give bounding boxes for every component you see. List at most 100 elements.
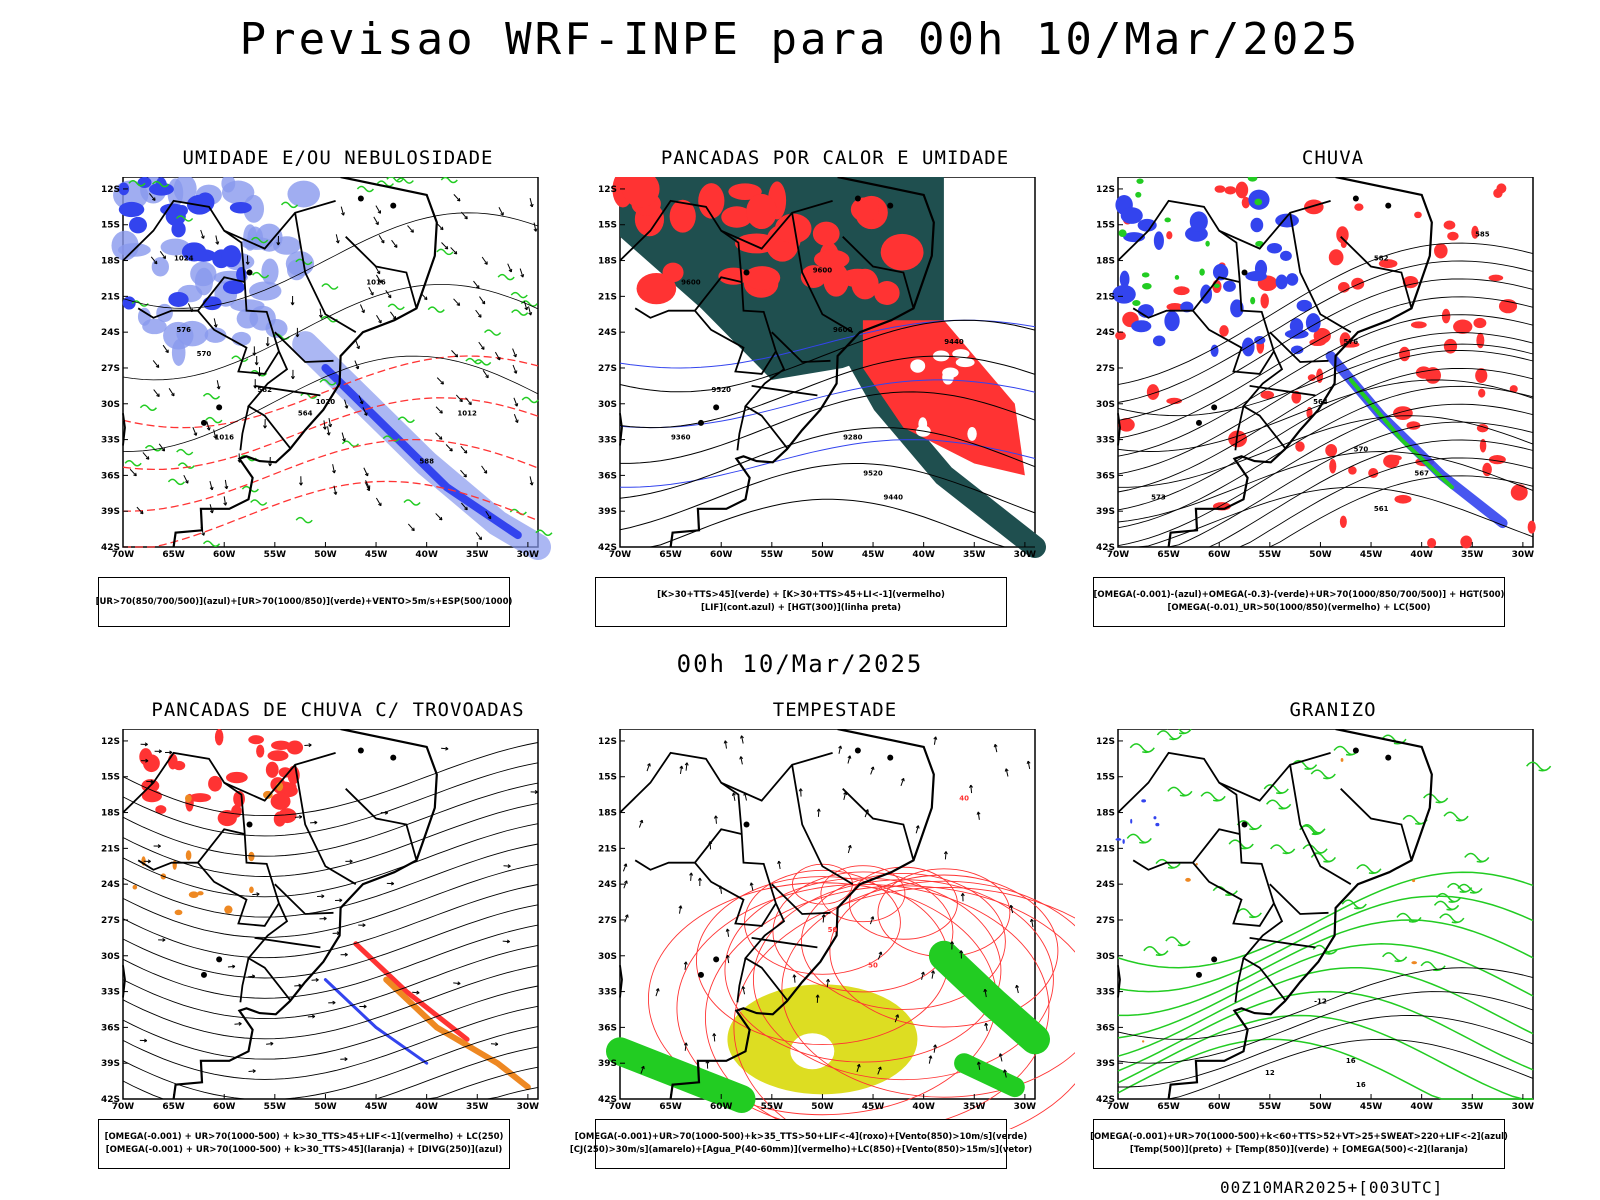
lake-marker: [357, 195, 364, 202]
lat-tick-label: 30S: [101, 400, 120, 410]
rain-area: [1479, 438, 1487, 453]
rain-area: [1443, 338, 1458, 354]
humidity-upper-core-area: [181, 242, 207, 262]
lake-marker: [1211, 956, 1218, 963]
wind-vector: [529, 476, 534, 486]
coastline: [669, 729, 935, 1100]
lat-tick-label: 24S: [598, 880, 617, 890]
rain-area: [1309, 338, 1326, 347]
humidity-upper-area: [204, 327, 227, 343]
panel-legend: [UR>70(850/700/500)](azul)+[UR>70(1000/8…: [96, 577, 512, 627]
lat-tick-label: 21S: [1096, 292, 1115, 302]
rain-area: [1304, 199, 1324, 215]
low-humidity-contour: [128, 179, 146, 187]
rain-area: [1219, 325, 1229, 337]
lon-tick-label: 40W: [912, 1102, 935, 1112]
lon-tick-label: 35W: [1461, 550, 1484, 560]
omega-area: [1180, 301, 1194, 313]
low-humidity-contour: [321, 283, 339, 290]
strong-omega-area: [1136, 178, 1144, 184]
lat-tick-label: 15S: [1096, 773, 1115, 783]
contour-label: 576: [1343, 338, 1358, 346]
streamline-250: [122, 762, 539, 837]
lake-marker: [200, 419, 207, 426]
wind-vector: [263, 419, 268, 429]
wind-vector: [450, 247, 458, 255]
rain-area: [1307, 374, 1316, 381]
country-border: [791, 764, 854, 885]
country-border: [294, 764, 357, 885]
lat-tick-label: 12S: [1096, 185, 1115, 195]
low-humidity-contour: [510, 291, 528, 299]
wind-vector-850: [1029, 918, 1034, 928]
temp850-contour: [1402, 814, 1428, 825]
wind-vector-850: [976, 811, 981, 820]
lat-tick-label: 27S: [598, 916, 617, 926]
streamline-arrow: [441, 746, 449, 751]
lon-tick-label: 65W: [162, 1102, 185, 1112]
high-instability-area: [851, 268, 879, 300]
country-border: [1289, 212, 1352, 333]
lon-tick-label: 60W: [1208, 550, 1231, 560]
temp850-contour: [1129, 743, 1155, 754]
wind-vector: [322, 420, 327, 430]
country-border: [771, 331, 831, 363]
low-humidity-contour: [205, 416, 223, 424]
lat-tick-label: 12S: [101, 185, 120, 195]
rain-area: [1493, 188, 1503, 198]
strong-omega-area: [1164, 217, 1171, 223]
clear-area: [942, 370, 954, 385]
high-instability-area: [743, 266, 781, 290]
low-humidity-contour: [151, 180, 170, 188]
temp850-contour: [1167, 786, 1193, 797]
pressure-contour: [122, 212, 539, 309]
low-humidity-contour: [497, 273, 515, 281]
rain-area: [1383, 454, 1400, 468]
strong-omega-area: [1174, 275, 1180, 280]
rain-area: [1478, 388, 1486, 398]
thunderstorm-area: [265, 761, 279, 778]
rain-area: [1166, 303, 1184, 311]
streamline-arrow: [140, 742, 148, 747]
humidity-upper-area: [176, 320, 209, 347]
rain-area: [1527, 520, 1536, 534]
temp500-contour: [1118, 1015, 1534, 1088]
lake-marker: [743, 821, 750, 828]
wind-vector-850: [847, 844, 852, 854]
rain-area: [1473, 317, 1487, 329]
wind-vector: [498, 207, 504, 216]
wind-vector: [376, 314, 382, 324]
low-humidity-contour: [272, 333, 290, 340]
wind-vector: [355, 340, 361, 350]
country-border: [1249, 937, 1316, 949]
humidity-upper-area: [261, 258, 279, 285]
rain-area: [1115, 331, 1126, 341]
panel-legend: [OMEGA(-0.001) + UR>70(1000-500) + k>30_…: [98, 1119, 510, 1169]
wind-vector: [460, 445, 468, 454]
lat-tick-label: 42S: [598, 543, 617, 553]
lat-tick-label: 12S: [598, 737, 617, 747]
low-humidity-contour: [250, 499, 268, 506]
strong-omega-area: [1247, 177, 1258, 182]
temp850-contour: [1117, 966, 1534, 1057]
wind-vector: [354, 360, 360, 370]
streamline: [1117, 260, 1534, 403]
wind-vector: [129, 468, 137, 477]
thunderstorm-area: [271, 740, 291, 751]
hail-area: [1130, 818, 1133, 824]
lake-marker: [854, 747, 861, 754]
rain-area: [1173, 286, 1190, 296]
country-border: [619, 199, 788, 449]
contour-label: 9440: [884, 493, 904, 501]
wind-vector: [435, 513, 443, 521]
thunderstorm-area: [189, 793, 212, 803]
low-humidity-contour: [295, 516, 313, 524]
lat-tick-label: 24S: [101, 328, 120, 338]
thunderstorm-area: [267, 750, 289, 762]
wind-vector: [478, 341, 485, 350]
thunderstorm-area: [256, 744, 265, 758]
rain-area: [1447, 231, 1459, 241]
rain-area: [1434, 243, 1448, 259]
low-humidity-contour: [202, 393, 221, 400]
wind-vector: [445, 444, 453, 452]
